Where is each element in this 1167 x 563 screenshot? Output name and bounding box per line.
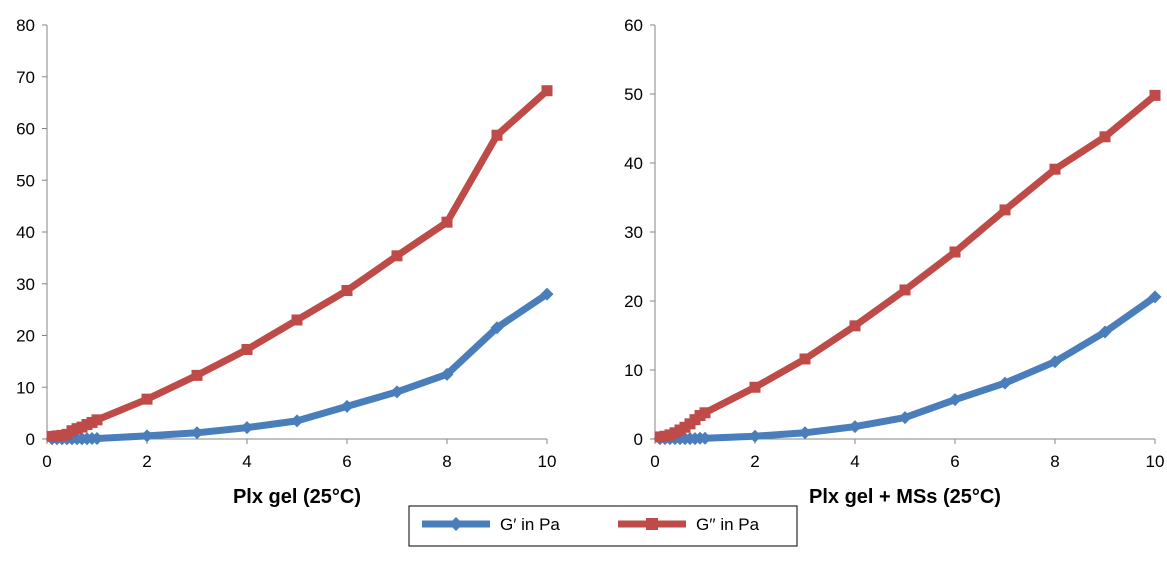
legend-label-g-prime: G′ in Pa — [500, 515, 560, 534]
data-point — [949, 246, 961, 258]
data-point — [490, 321, 504, 335]
data-point — [1048, 355, 1062, 369]
legend-marker-square — [646, 518, 658, 530]
data-point — [391, 250, 403, 262]
data-point — [1149, 89, 1161, 101]
x-axis-title: Plx gel + MSs (25°C) — [809, 486, 1001, 508]
y-tick-label: 0 — [634, 430, 643, 449]
data-point — [1049, 163, 1061, 175]
x-tick-label: 4 — [850, 452, 859, 471]
data-point — [141, 393, 153, 405]
data-point — [91, 414, 103, 426]
series-g-double-prime — [654, 89, 1161, 443]
y-tick-label: 10 — [624, 361, 643, 380]
data-point — [491, 129, 503, 141]
data-point — [241, 343, 253, 355]
data-point — [341, 284, 353, 296]
data-point — [1098, 325, 1112, 339]
x-tick-label: 6 — [342, 452, 351, 471]
x-tick-label: 0 — [650, 452, 659, 471]
data-point — [340, 399, 354, 413]
x-tick-label: 10 — [538, 452, 557, 471]
y-tick-label: 30 — [16, 275, 35, 294]
x-tick-label: 6 — [950, 452, 959, 471]
legend-marker-diamond — [449, 517, 463, 531]
data-point — [1148, 290, 1162, 304]
legend: G′ in Pa G′′ in Pa — [408, 505, 798, 547]
data-point — [240, 421, 254, 435]
data-point — [441, 216, 453, 228]
data-point — [898, 411, 912, 425]
x-tick-label: 2 — [142, 452, 151, 471]
data-point — [849, 320, 861, 332]
y-tick-label: 80 — [16, 16, 35, 35]
data-point — [191, 369, 203, 381]
x-axis-title: Plx gel (25°C) — [233, 486, 361, 508]
data-point — [291, 314, 303, 326]
legend-item-g-prime: G′ in Pa — [422, 515, 560, 534]
data-point — [1099, 131, 1111, 143]
x-tick-label: 10 — [1146, 452, 1165, 471]
series-g-double-prime — [46, 85, 553, 442]
chart-plx-gel-mss: 0 10 20 30 40 50 60 0 2 4 6 8 10 Plx gel + MSs (25°C) — [624, 16, 1164, 508]
data-point — [948, 393, 962, 407]
series-g-prime — [45, 287, 554, 446]
x-tick-label: 8 — [1050, 452, 1059, 471]
data-point — [899, 284, 911, 296]
x-tick-label: 4 — [242, 452, 251, 471]
y-tick-label: 50 — [16, 171, 35, 190]
data-point — [799, 353, 811, 365]
series-line — [48, 87, 551, 440]
data-point — [190, 426, 204, 440]
y-tick-label: 40 — [16, 223, 35, 242]
data-point — [748, 429, 762, 443]
y-tick-label: 20 — [624, 292, 643, 311]
data-point — [541, 85, 553, 97]
x-tick-label: 0 — [42, 452, 51, 471]
data-point — [749, 381, 761, 393]
y-tick-label: 30 — [624, 223, 643, 242]
series-g-prime — [653, 290, 1162, 446]
chart-plx-gel: 0 10 20 30 40 50 60 70 80 0 2 4 6 8 10 Plx gel (25°C) — [16, 16, 556, 508]
legend-label-g-double-prime: G′′ in Pa — [696, 515, 760, 534]
legend-item-g-double-prime: G′′ in Pa — [618, 515, 760, 534]
data-point — [140, 429, 154, 443]
data-point — [848, 420, 862, 434]
y-tick-label: 50 — [624, 85, 643, 104]
y-tick-label: 60 — [624, 16, 643, 35]
data-point — [798, 426, 812, 440]
y-tick-label: 60 — [16, 120, 35, 139]
x-tick-label: 8 — [442, 452, 451, 471]
y-tick-label: 70 — [16, 68, 35, 87]
data-point — [999, 204, 1011, 216]
data-point — [290, 414, 304, 428]
y-tick-label: 10 — [16, 378, 35, 397]
data-point — [390, 385, 404, 399]
y-tick-label: 0 — [26, 430, 35, 449]
series-line — [656, 91, 1159, 441]
data-point — [699, 407, 711, 419]
data-point — [998, 376, 1012, 390]
x-tick-label: 2 — [750, 452, 759, 471]
data-point — [90, 431, 104, 445]
data-point — [440, 367, 454, 381]
data-point — [698, 431, 712, 445]
y-tick-label: 40 — [624, 154, 643, 173]
data-point — [540, 287, 554, 301]
y-tick-label: 20 — [16, 327, 35, 346]
